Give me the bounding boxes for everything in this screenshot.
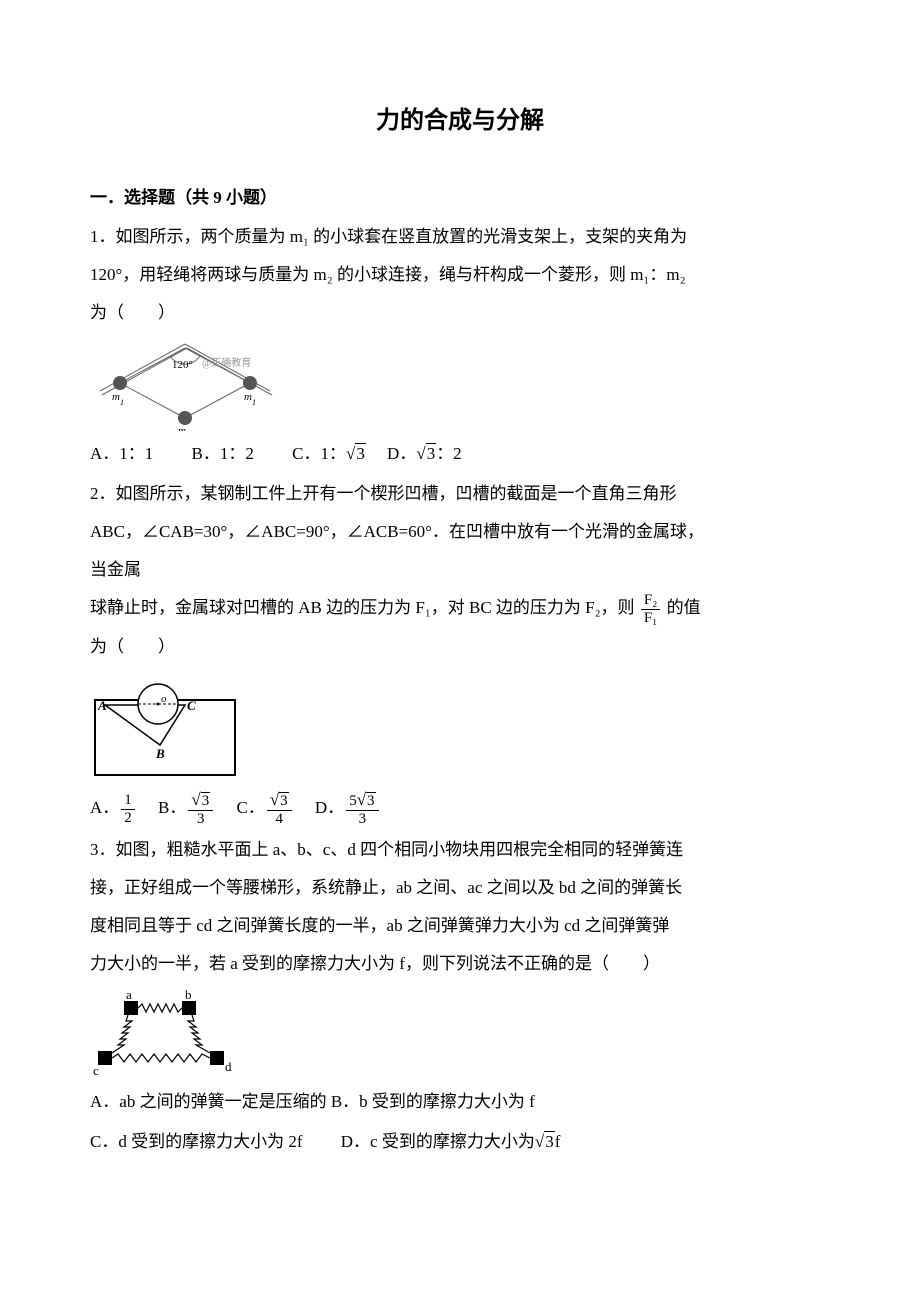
q2-label-b: B	[155, 746, 165, 761]
q3-label-b: b	[185, 987, 192, 1002]
q2-stem-line1: 2．如图所示，某钢制工件上开有一个楔形凹槽，凹槽的截面是一个直角三角形	[90, 477, 830, 511]
q3-opt-d-suffix: f	[555, 1132, 561, 1151]
q1-opt-b: 1：2	[220, 444, 254, 463]
q3-stem-line2: 接，正好组成一个等腰梯形，系统静止，ab 之间、ac 之间以及 bd 之间的弹簧…	[90, 871, 830, 905]
q1-figure: 120° @正确教育 m1 m1 m2	[90, 336, 830, 431]
q2-opt-b: √33	[188, 791, 213, 827]
section-header: 一．选择题（共 9 小题）	[90, 183, 830, 208]
q1-bottom-label: m2	[178, 425, 190, 431]
page: 力的合成与分解 一．选择题（共 9 小题） 1．如图所示，两个质量为 m₁ 的小…	[0, 0, 920, 1302]
q1-opt-d-suffix: ：2	[436, 444, 462, 463]
q2-stem-line4-prefix: 球静止时，金属球对凹槽的 AB 边的压力为 F₁，对 BC 边的压力为 F₂，则	[90, 598, 635, 617]
q2-stem-line4-suffix: 的值	[667, 598, 701, 617]
q3-label-c: c	[93, 1063, 99, 1078]
q3-opt-b: b 受到的摩擦力大小为 f	[359, 1092, 535, 1111]
q3-stem-line1: 3．如图，粗糙水平面上 a、b、c、d 四个相同小物块用四根完全相同的轻弹簧连	[90, 833, 830, 867]
q1-stem-line2: 120°，用轻绳将两球与质量为 m₂ 的小球连接，绳与杆构成一个菱形，则 m₁：…	[90, 258, 830, 292]
q2-stem-line4: 球静止时，金属球对凹槽的 AB 边的压力为 F₁，对 BC 边的压力为 F₂，则…	[90, 591, 830, 626]
q2-label-c: C	[187, 698, 196, 713]
q1-right-label: m1	[244, 391, 256, 407]
q3-opt-d-rad: 3	[544, 1131, 555, 1151]
q2-opt-d: 5√33	[346, 791, 378, 827]
q1-stem-line3: 为（ ）	[90, 296, 830, 330]
page-title: 力的合成与分解	[90, 100, 830, 135]
q1-opt-c-rad: 3	[355, 443, 366, 463]
q3-opt-a: ab 之间的弹簧一定是压缩的	[119, 1092, 326, 1111]
q2-frac-num: F₂	[641, 592, 661, 610]
q2-label-a: A	[97, 698, 107, 713]
q2-options: A．12 B．√33 C．√34 D．5√33	[90, 791, 830, 827]
q3-opt-c: d 受到的摩擦力大小为 2f	[118, 1132, 302, 1151]
q2-opt-a: 12	[121, 792, 135, 826]
q3-figure: a b c d	[90, 987, 830, 1079]
q2-frac-den: F₁	[641, 610, 661, 627]
q3-stem-line4: 力大小的一半，若 a 受到的摩擦力大小为 f，则下列说法不正确的是（ ）	[90, 947, 830, 981]
q2-diagram-svg: A B C o	[90, 670, 245, 785]
q1-angle-label: 120°	[172, 359, 193, 371]
q2-opt-c: √34	[267, 791, 292, 827]
q1-opt-d-rad: 3	[426, 443, 437, 463]
q3-label-d: d	[225, 1059, 232, 1074]
q3-stem-line3: 度相同且等于 cd 之间弹簧长度的一半，ab 之间弹簧弹力大小为 cd 之间弹簧…	[90, 909, 830, 943]
q1-opt-a: 1：1	[119, 444, 153, 463]
q3-options-row2: C．d 受到的摩擦力大小为 2f D．c 受到的摩擦力大小为√3f	[90, 1125, 830, 1159]
q3-opt-d-prefix: c 受到的摩擦力大小为	[370, 1132, 535, 1151]
q1-options: A．1：1 B．1：2 C．1：√3 D．√3：2	[90, 437, 830, 471]
q2-figure: A B C o	[90, 670, 830, 785]
q3-label-a: a	[126, 987, 132, 1002]
q2-stem-line2: ABC，∠CAB=30°，∠ABC=90°，∠ACB=60°．在凹槽中放有一个光…	[90, 515, 830, 549]
q1-opt-c-prefix: 1：	[320, 444, 346, 463]
q2-stem-line3: 当金属	[90, 553, 830, 587]
q3-options-row1: A．ab 之间的弹簧一定是压缩的 B．b 受到的摩擦力大小为 f	[90, 1085, 830, 1119]
q1-stem-line1: 1．如图所示，两个质量为 m₁ 的小球套在竖直放置的光滑支架上，支架的夹角为	[90, 220, 830, 254]
q1-watermark: @正确教育	[202, 356, 251, 369]
q2-stem-line5: 为（ ）	[90, 630, 830, 664]
q2-frac: F₂ F₁	[641, 592, 661, 626]
q1-left-label: m1	[112, 391, 124, 407]
q1-diagram-svg: 120° @正确教育 m1 m1 m2	[90, 336, 290, 431]
q2-label-o: o	[161, 693, 167, 705]
q3-diagram-svg: a b c d	[90, 987, 240, 1079]
